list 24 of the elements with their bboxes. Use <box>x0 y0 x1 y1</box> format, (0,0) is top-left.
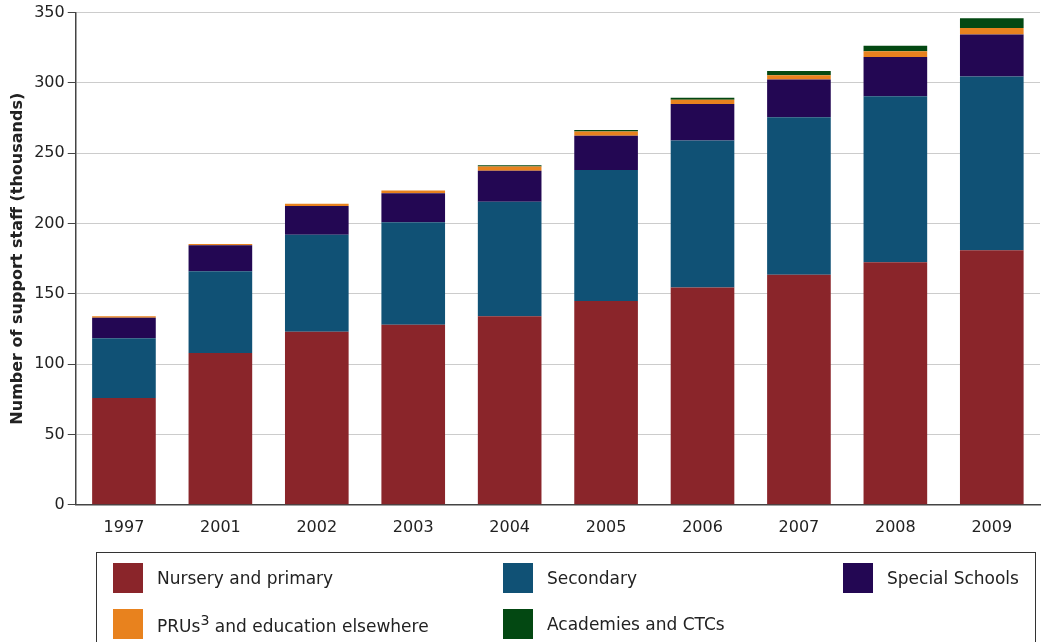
legend-label: PRUs$^{3}$ and education elsewhere <box>157 612 429 636</box>
y-tick-label: 250 <box>34 142 65 162</box>
y-tick-label: 200 <box>34 212 65 232</box>
y-tick-label: 50 <box>44 423 65 443</box>
y-tick-label: 300 <box>34 72 65 92</box>
y-tick-label: 350 <box>34 1 65 21</box>
x-tick-label: 2008 <box>875 516 916 536</box>
y-axis-title: Number of support staff (thousands) <box>6 92 26 425</box>
y-tick-label: 0 <box>54 493 65 513</box>
x-tick-label: 2001 <box>200 516 241 536</box>
legend-label: Nursery and primary <box>157 568 334 588</box>
legend-label: Special Schools <box>887 568 1019 588</box>
x-tick-label: 2004 <box>489 516 531 536</box>
legend-label: Secondary <box>547 568 638 588</box>
x-tick-label: 2005 <box>585 516 627 536</box>
x-tick-label: 2003 <box>392 516 434 536</box>
x-tick-label: 2009 <box>971 516 1013 536</box>
x-tick-label: 2002 <box>296 516 338 536</box>
x-tick-label: 2007 <box>778 516 820 536</box>
y-tick-label: 100 <box>34 353 65 373</box>
x-tick-label: 1997 <box>103 516 145 536</box>
legend-label: Academies and CTCs <box>547 614 725 634</box>
x-tick-label: 2006 <box>682 516 723 536</box>
y-tick-label: 150 <box>34 283 65 303</box>
